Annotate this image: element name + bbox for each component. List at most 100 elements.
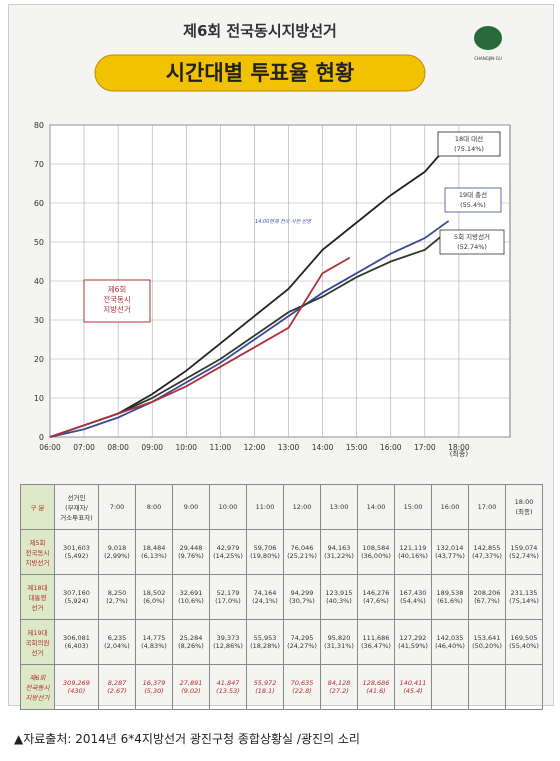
logo — [474, 26, 502, 50]
table-cell: 301,603 (5,492) — [54, 529, 99, 575]
table-cell: 189,538 (61,6%) — [431, 574, 469, 620]
table-cell: 94,163 (31,22%) — [320, 529, 358, 575]
table-cell: 140,411 (45.4) — [394, 664, 432, 710]
table-cell: 55,972 (18.1) — [246, 664, 284, 710]
table-cell: 25,284 (8,26%) — [172, 619, 210, 665]
logo-text: CHANGJIN-GU — [474, 56, 502, 61]
table-cell: 309,269 (430) — [54, 664, 99, 710]
table-cell: 제18대 대통령 선거 — [20, 574, 55, 620]
table-cell: 153,641 (50,20%) — [468, 619, 506, 665]
legend-label: (52.74%) — [457, 243, 487, 251]
series-line — [49, 256, 351, 438]
table-cell: 18,484 (6,13%) — [135, 529, 173, 575]
table-row: 제18대 대통령 선거 307,160 (5,924) 8,250 (2,7%) 18… — [20, 574, 543, 620]
x-tick-label: 15:00 — [346, 443, 368, 452]
table-cell: 94,299 (30,7%) — [283, 574, 321, 620]
x-tick-label: 18:00 — [448, 443, 470, 452]
table-cell: 132,014 (43,77%) — [431, 529, 469, 575]
table-cell: 8,287 (2.67) — [98, 664, 136, 710]
y-tick-label: 40 — [34, 277, 44, 286]
y-tick-label: 60 — [34, 199, 44, 208]
table-cell: 70,635 (22.8) — [283, 664, 321, 710]
y-tick-label: 50 — [34, 238, 44, 247]
x-tick-label: 12:00 — [244, 443, 266, 452]
y-tick-label: 10 — [34, 394, 44, 403]
table-cell: 15:00 — [394, 484, 432, 530]
table-row: 구 분 선거인 (부재자/ 거소투표자) 7:00 8:00 9:00 10:00 11:0… — [20, 484, 543, 530]
table-cell: 32,691 (10,6%) — [172, 574, 210, 620]
table-cell: 84,128 (27.2) — [320, 664, 358, 710]
banner — [94, 54, 426, 92]
chart: 제6회 전국동시지방선거 시간대별 투표율 현황 CHANGJIN-GU 14:… — [34, 22, 511, 458]
table-cell: 111,686 (36,47%) — [357, 619, 395, 665]
series-line — [49, 220, 450, 438]
chart-subtitle: 시간대별 투표율 현황 — [166, 61, 355, 85]
table-cell: 12:00 — [283, 484, 321, 530]
table-cell: 16,379 (5.30) — [135, 664, 173, 710]
table-cell: 16:00 — [431, 484, 469, 530]
table-cell: 123,915 (40,3%) — [320, 574, 358, 620]
table-cell: 169,505 (55,40%) — [505, 619, 543, 665]
table-cell — [431, 664, 469, 710]
table-cell: 59,706 (19,80%) — [246, 529, 284, 575]
table-cell: 14:00 — [357, 484, 395, 530]
x-tick-label: 16:00 — [380, 443, 402, 452]
y-tick-label: 80 — [34, 121, 44, 130]
legend-label: (55.4%) — [460, 201, 486, 209]
table-cell: 121,119 (40,16%) — [394, 529, 432, 575]
annotation: 14:00현재 전국 사전 반영 — [255, 218, 312, 225]
table-cell: 76,046 (25,21%) — [283, 529, 321, 575]
table-cell: 128,686 (41.6) — [357, 664, 395, 710]
table-cell: 208,206 (67,7%) — [468, 574, 506, 620]
table-cell: 10:00 — [209, 484, 247, 530]
y-tick-label: 0 — [39, 433, 44, 442]
x-tick-label: 06:00 — [39, 443, 61, 452]
legend-label: (75.14%) — [454, 145, 484, 153]
y-tick-label: 30 — [34, 316, 44, 325]
table-cell: 11:00 — [246, 484, 284, 530]
legend-box — [444, 187, 502, 213]
table-cell: 9:00 — [172, 484, 210, 530]
table-cell: 39,373 (12,86%) — [209, 619, 247, 665]
table: 구 분 선거인 (부재자/ 거소투표자) 7:00 8:00 9:00 10:00 11:0… — [20, 484, 543, 710]
y-tick-label: 70 — [34, 160, 44, 169]
x-tick-label: 17:00 — [414, 443, 436, 452]
table-cell — [468, 664, 506, 710]
table-cell: 74,295 (24,27%) — [283, 619, 321, 665]
table-cell: 108,584 (36,00%) — [357, 529, 395, 575]
table-cell: 제6회 전국동시 지방선거 — [20, 664, 55, 710]
table-cell: 제5회 전국동시 지방선거 — [20, 529, 55, 575]
legend-box — [439, 229, 505, 255]
x-tick-label: 09:00 — [141, 443, 163, 452]
table-cell: 선거인 (부재자/ 거소투표자) — [54, 484, 99, 530]
legend-name: 19대 총선 — [459, 190, 487, 199]
table-cell: 306,081 (6,403) — [54, 619, 99, 665]
table-cell: 18,502 (6,0%) — [135, 574, 173, 620]
table-cell: 142,035 (46,40%) — [431, 619, 469, 665]
table-cell: 127,292 (41,59%) — [394, 619, 432, 665]
x-tick-label: 11:00 — [210, 443, 232, 452]
legend-name: 5회 지방선거 — [454, 232, 490, 241]
table-cell: 13:00 — [320, 484, 358, 530]
table-cell: 14,775 (4,83%) — [135, 619, 173, 665]
table-cell: 41,847 (13.53) — [209, 664, 247, 710]
legend-box — [83, 279, 151, 323]
table-cell: 18:00 (최종) — [505, 484, 543, 530]
table-cell: 146,276 (47,6%) — [357, 574, 395, 620]
table-cell: 159,074 (52,74%) — [505, 529, 543, 575]
table-cell: 7:00 — [98, 484, 136, 530]
table-cell: 9,018 (2,99%) — [98, 529, 136, 575]
table-row: 제5회 전국동시 지방선거 301,603 (5,492) 9,018 (2,99%… — [20, 529, 543, 575]
legend-box — [437, 131, 501, 157]
chart-title: 제6회 전국동시지방선거 — [183, 22, 337, 40]
x-tick-label: 13:00 — [278, 443, 300, 452]
legend-name: 제6회 전국동시 지방선거 — [103, 285, 131, 314]
table-cell: 55,953 (18,28%) — [246, 619, 284, 665]
table-cell: 6,235 (2,04%) — [98, 619, 136, 665]
table-cell: 42,979 (14,25%) — [209, 529, 247, 575]
table-cell: 구 분 — [20, 484, 55, 530]
x-tick-label: 07:00 — [73, 443, 95, 452]
caption: ▲자료출처: 2014년 6*4지방선거 광진구청 종합상황실 /광진의 소리 — [14, 732, 360, 746]
table-cell: 제19대 국회의원 선거 — [20, 619, 55, 665]
